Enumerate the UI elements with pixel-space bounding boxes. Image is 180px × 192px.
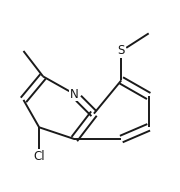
Text: N: N [70,88,79,101]
Text: S: S [118,45,125,57]
Text: Cl: Cl [33,150,45,163]
